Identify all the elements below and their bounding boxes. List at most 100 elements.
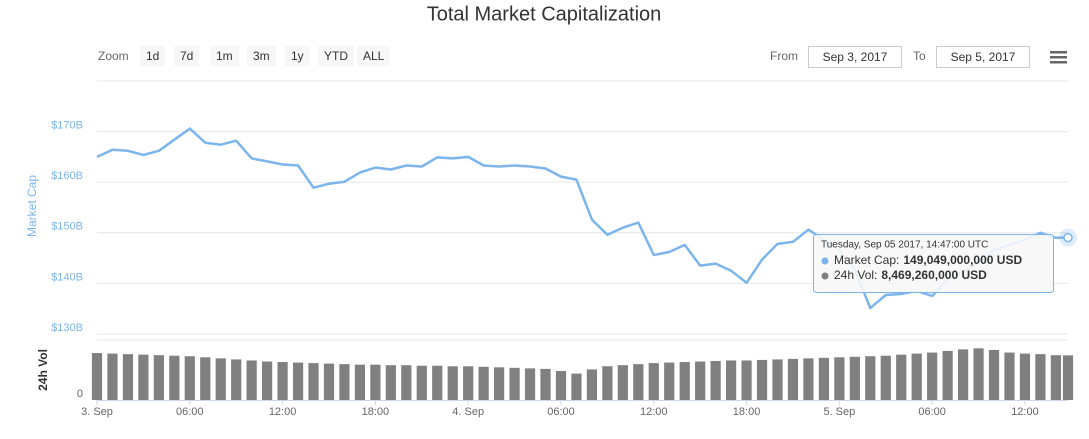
volume-bar (571, 373, 582, 400)
volume-bar (1062, 355, 1074, 400)
x-tick-label: 4. Sep (452, 406, 484, 418)
volume-bar (370, 364, 381, 400)
volume-bar (169, 355, 180, 400)
volume-bar (555, 371, 567, 400)
menu-bar (1050, 56, 1067, 59)
volume-bar (695, 361, 706, 400)
x-tick-label: 06:00 (547, 406, 575, 418)
x-tick-label: 5. Sep (823, 406, 855, 418)
volume-bar (756, 359, 768, 400)
to-input[interactable]: Sep 5, 2017 (936, 46, 1030, 68)
volume-bar (262, 361, 273, 400)
volume-bar (942, 350, 953, 400)
volume-bar (323, 363, 335, 400)
volume-bar (246, 360, 257, 400)
volume-bar (463, 366, 474, 400)
tooltip-name: Market Cap: (834, 253, 899, 267)
volume-bar (385, 365, 396, 400)
zoom-button[interactable]: 3m (247, 46, 276, 66)
menu-bar (1050, 61, 1067, 64)
tooltip-value: 149,049,000,000 USD (903, 253, 1022, 267)
volume-bar (91, 353, 103, 400)
volume-bar (153, 355, 164, 400)
volume-bar (231, 359, 242, 400)
tooltip-item: 24h Vol: 8,469,260,000 USD (834, 268, 987, 282)
volume-bar (725, 360, 737, 400)
volume-bar (602, 366, 613, 400)
volume-bar (494, 367, 505, 400)
volume-bar (617, 365, 628, 400)
volume-bar (1019, 353, 1031, 400)
y-axis-title: 24h Vol (36, 349, 50, 391)
volume-bar (509, 367, 520, 400)
volume-bar (524, 368, 536, 400)
zoom-label: Zoom (98, 49, 129, 63)
y-tick-label: $130B (51, 322, 83, 334)
volume-bar (803, 358, 814, 400)
zoom-button[interactable]: 1m (210, 46, 239, 66)
y-tick-label: $150B (51, 221, 83, 233)
y-tick-label: 0 (77, 388, 83, 400)
y-axis-title: Market Cap (25, 175, 39, 237)
zoom-button[interactable]: ALL (357, 46, 391, 66)
tooltip-box (813, 234, 1054, 293)
zoom-button[interactable]: 7d (174, 46, 200, 66)
volume-bar (478, 366, 489, 400)
tooltip-value: 8,469,260,000 USD (881, 268, 987, 282)
volume-bar (834, 357, 845, 400)
y-tick-label: $160B (51, 170, 83, 182)
volume-bar (416, 365, 427, 400)
from-input[interactable]: Sep 3, 2017 (808, 46, 902, 68)
x-tick-label: 12:00 (1011, 406, 1039, 418)
tooltip: Tuesday, Sep 05 2017, 14:47:00 UTC Market… (813, 234, 1054, 293)
x-tick-label: 18:00 (362, 406, 390, 418)
menu-icon[interactable] (1050, 51, 1067, 64)
zoom-button[interactable]: 1d (140, 46, 166, 66)
volume-bar (339, 364, 350, 400)
volume-bar (184, 356, 195, 400)
volume-bar (401, 365, 412, 400)
volume-bar (988, 349, 1000, 400)
volume-bar (679, 362, 690, 400)
y-tick-label: $170B (51, 119, 83, 131)
zoom-button[interactable]: 1y (285, 46, 310, 66)
tooltip-name: 24h Vol: (834, 268, 877, 282)
volume-bar (292, 362, 304, 400)
volume-bar (308, 363, 319, 400)
zoom-button[interactable]: YTD (318, 46, 354, 66)
volume-bar (215, 358, 226, 400)
volume-bar (648, 363, 659, 400)
from-label: From (770, 49, 798, 63)
x-tick-label: 12:00 (269, 406, 297, 418)
volume-bar (277, 362, 288, 400)
chart-title: Total Market Capitalization (427, 3, 662, 25)
volume-bar (772, 359, 783, 400)
volume-bar (1004, 352, 1015, 400)
volume-bar (818, 357, 830, 400)
tooltip-item: Market Cap: 149,049,000,000 USD (834, 253, 1022, 267)
x-tick-label: 3. Sep (81, 406, 113, 418)
volume-bar (200, 357, 211, 400)
tooltip-bullet (821, 272, 829, 280)
volume-bar (122, 354, 134, 400)
hover-point (1063, 232, 1073, 243)
to-label: To (913, 49, 926, 63)
volume-bar (586, 369, 598, 400)
volume-bar (107, 353, 118, 400)
volume-bar (664, 362, 675, 400)
volume-bar (710, 360, 721, 400)
volume-bar (973, 348, 984, 400)
x-tick-label: 12:00 (640, 406, 668, 418)
x-tick-label: 06:00 (176, 406, 204, 418)
volume-bar (1035, 354, 1046, 400)
volume-bar (865, 356, 876, 400)
menu-bar (1050, 51, 1067, 54)
volume-bar (633, 364, 644, 400)
volume-bar (138, 354, 149, 400)
tooltip-title: Tuesday, Sep 05 2017, 14:47:00 UTC (821, 240, 988, 251)
volume-bar (849, 356, 860, 400)
x-tick-label: 06:00 (918, 406, 946, 418)
volume-bar (354, 364, 366, 400)
